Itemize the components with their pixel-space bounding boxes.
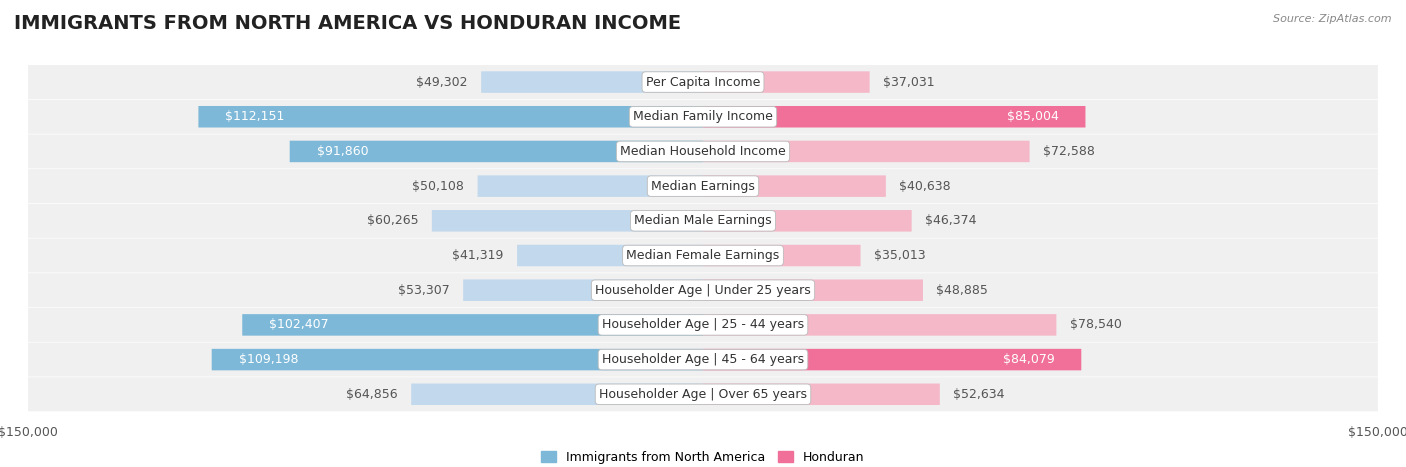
FancyBboxPatch shape: [478, 176, 703, 197]
FancyBboxPatch shape: [28, 273, 1378, 307]
Text: Householder Age | 45 - 64 years: Householder Age | 45 - 64 years: [602, 353, 804, 366]
Text: Median Earnings: Median Earnings: [651, 180, 755, 192]
FancyBboxPatch shape: [242, 314, 703, 336]
Text: $64,856: $64,856: [346, 388, 398, 401]
Text: $40,638: $40,638: [900, 180, 950, 192]
Text: $53,307: $53,307: [398, 284, 450, 297]
Text: Per Capita Income: Per Capita Income: [645, 76, 761, 89]
Text: Median Female Earnings: Median Female Earnings: [627, 249, 779, 262]
FancyBboxPatch shape: [703, 245, 860, 266]
FancyBboxPatch shape: [703, 106, 1085, 127]
FancyBboxPatch shape: [28, 308, 1378, 342]
Text: Householder Age | Under 25 years: Householder Age | Under 25 years: [595, 284, 811, 297]
Text: $48,885: $48,885: [936, 284, 988, 297]
FancyBboxPatch shape: [703, 71, 869, 93]
FancyBboxPatch shape: [481, 71, 703, 93]
Text: $85,004: $85,004: [1007, 110, 1059, 123]
Text: Median Household Income: Median Household Income: [620, 145, 786, 158]
FancyBboxPatch shape: [703, 349, 1081, 370]
Text: $46,374: $46,374: [925, 214, 977, 227]
FancyBboxPatch shape: [290, 141, 703, 162]
FancyBboxPatch shape: [198, 106, 703, 127]
Text: $49,302: $49,302: [416, 76, 468, 89]
FancyBboxPatch shape: [28, 204, 1378, 238]
FancyBboxPatch shape: [411, 383, 703, 405]
FancyBboxPatch shape: [703, 314, 1056, 336]
Text: $91,860: $91,860: [316, 145, 368, 158]
FancyBboxPatch shape: [517, 245, 703, 266]
FancyBboxPatch shape: [28, 239, 1378, 273]
FancyBboxPatch shape: [703, 210, 911, 232]
Text: $37,031: $37,031: [883, 76, 935, 89]
Text: Householder Age | 25 - 44 years: Householder Age | 25 - 44 years: [602, 318, 804, 332]
Text: $102,407: $102,407: [269, 318, 329, 332]
Text: Median Male Earnings: Median Male Earnings: [634, 214, 772, 227]
FancyBboxPatch shape: [703, 383, 939, 405]
FancyBboxPatch shape: [703, 176, 886, 197]
FancyBboxPatch shape: [28, 100, 1378, 134]
Text: Median Family Income: Median Family Income: [633, 110, 773, 123]
FancyBboxPatch shape: [28, 169, 1378, 203]
FancyBboxPatch shape: [432, 210, 703, 232]
FancyBboxPatch shape: [28, 343, 1378, 376]
FancyBboxPatch shape: [703, 141, 1029, 162]
Text: $41,319: $41,319: [453, 249, 503, 262]
Text: $109,198: $109,198: [239, 353, 298, 366]
Text: $112,151: $112,151: [225, 110, 285, 123]
Text: $50,108: $50,108: [412, 180, 464, 192]
Text: $35,013: $35,013: [875, 249, 925, 262]
Text: $84,079: $84,079: [1002, 353, 1054, 366]
FancyBboxPatch shape: [28, 377, 1378, 411]
Text: $52,634: $52,634: [953, 388, 1005, 401]
FancyBboxPatch shape: [28, 134, 1378, 169]
Text: $72,588: $72,588: [1043, 145, 1095, 158]
Text: $60,265: $60,265: [367, 214, 419, 227]
Legend: Immigrants from North America, Honduran: Immigrants from North America, Honduran: [536, 446, 870, 467]
Text: Source: ZipAtlas.com: Source: ZipAtlas.com: [1274, 14, 1392, 24]
FancyBboxPatch shape: [28, 65, 1378, 99]
FancyBboxPatch shape: [703, 279, 922, 301]
Text: Householder Age | Over 65 years: Householder Age | Over 65 years: [599, 388, 807, 401]
FancyBboxPatch shape: [212, 349, 703, 370]
Text: IMMIGRANTS FROM NORTH AMERICA VS HONDURAN INCOME: IMMIGRANTS FROM NORTH AMERICA VS HONDURA…: [14, 14, 681, 33]
Text: $78,540: $78,540: [1070, 318, 1122, 332]
FancyBboxPatch shape: [463, 279, 703, 301]
